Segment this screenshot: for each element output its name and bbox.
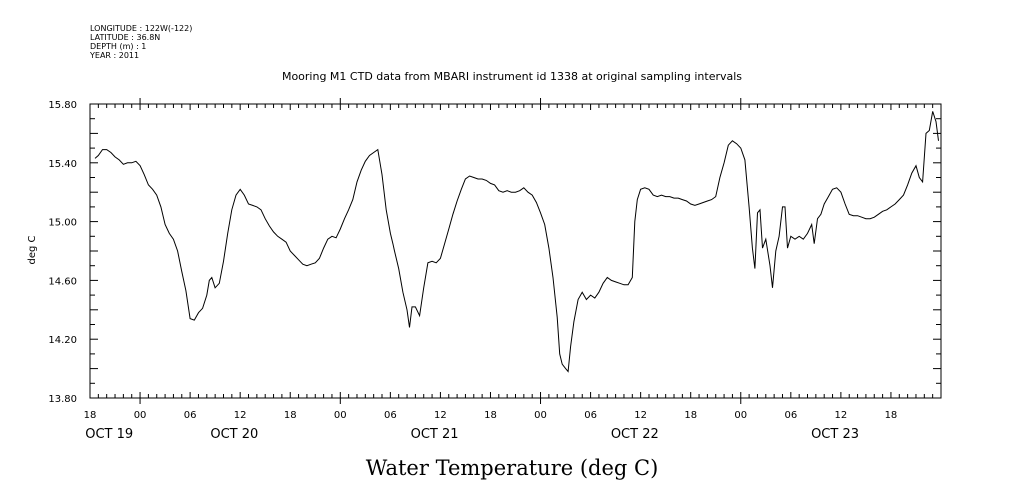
y-axis-label: deg C [27, 235, 38, 264]
axis-tick-labels: 18 00 06 12 18 00 06 12 18 00 06 12 18 00 06 12 18 OCT 19… [48, 100, 897, 442]
x-date-label: OCT 23 [811, 427, 859, 442]
data-series [94, 111, 939, 373]
plot-frame [89, 103, 942, 399]
x-hour-label: 18 [885, 410, 898, 421]
x-hour-label: 00 [334, 410, 347, 421]
x-date-label: OCT 20 [210, 427, 258, 442]
x-date-label: OCT 21 [411, 427, 459, 442]
x-date-label: OCT 19 [85, 427, 133, 442]
axis-ticks [89, 98, 942, 404]
x-hour-label: 00 [534, 410, 547, 421]
x-hour-label: 18 [284, 410, 297, 421]
x-hour-label: 18 [84, 410, 97, 421]
x-hour-label: 18 [484, 410, 497, 421]
x-hour-label: 06 [184, 410, 197, 421]
x-hour-label: 12 [234, 410, 247, 421]
latitude-text: LATITUDE : 36.8N [90, 33, 160, 42]
x-hour-label: 12 [434, 410, 447, 421]
x-hour-label: 12 [634, 410, 647, 421]
x-axis-label: Water Temperature (deg C) [366, 456, 659, 480]
y-tick-label: 15.40 [48, 159, 77, 170]
longitude-text: LONGITUDE : 122W(-122) [90, 24, 192, 33]
x-hour-label: 00 [734, 410, 747, 421]
depth-text: DEPTH (m) : 1 [90, 42, 146, 51]
x-hour-label: 18 [684, 410, 697, 421]
x-hour-label: 00 [134, 410, 147, 421]
x-date-label: OCT 22 [611, 427, 659, 442]
x-hour-label: 06 [784, 410, 797, 421]
metadata-block: LONGITUDE : 122W(-122) LATITUDE : 36.8N … [89, 24, 192, 60]
x-hour-label: 06 [584, 410, 597, 421]
y-tick-label: 15.00 [48, 218, 77, 229]
y-tick-label: 13.80 [48, 394, 77, 405]
year-text: YEAR : 2011 [89, 51, 139, 60]
y-tick-label: 15.80 [48, 100, 77, 111]
x-hour-label: 06 [384, 410, 397, 421]
y-tick-label: 14.20 [48, 335, 77, 346]
temperature-series-line [94, 111, 939, 373]
y-tick-label: 14.60 [48, 276, 77, 287]
chart-title: Mooring M1 CTD data from MBARI instrumen… [282, 70, 742, 83]
x-hour-label: 12 [835, 410, 848, 421]
